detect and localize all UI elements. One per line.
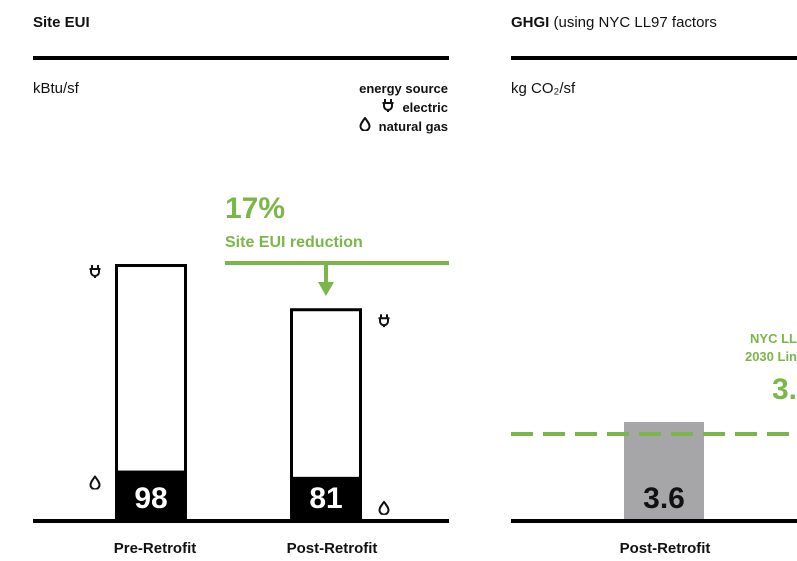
ghgi-category-label-post-retrofit: Post-Retrofit [619, 540, 711, 557]
site-eui-title: Site EUI [33, 14, 90, 31]
energy-source-legend: energy source electric natural gas [300, 79, 448, 136]
bar-value-label: 81 [309, 482, 342, 515]
reduction-bracket-line [225, 261, 449, 265]
reduction-arrow-head [318, 282, 334, 296]
site-eui-baseline [33, 519, 449, 523]
legend-item-natural-gas: natural gas [300, 116, 448, 136]
bar-gas-post-retrofit [290, 476, 362, 519]
flame-icon [89, 475, 101, 490]
reduction-arrow-shaft [324, 263, 328, 285]
plug-icon [377, 313, 391, 328]
site-eui-plot: 98 81 17% Site EUI reduction [33, 192, 449, 523]
legend-electric-label: electric [402, 100, 448, 115]
ghgi-bar-value-label: 3.6 [643, 482, 685, 515]
ghgi-baseline [511, 519, 797, 523]
ghgi-title-bold: GHGI [511, 14, 550, 31]
site-eui-unit-label: kBtu/sf [33, 80, 79, 97]
ghgi-limit-label-line2: 2030 Lin [745, 349, 797, 364]
legend-natural-gas-label: natural gas [378, 119, 448, 134]
ghgi-unit-label: kg CO₂/sf [511, 80, 576, 97]
bar-value-label: 98 [134, 482, 167, 515]
reduction-percent: 17% [225, 192, 285, 225]
ghgi-top-rule [511, 56, 797, 60]
category-label-post-retrofit: Post-Retrofit [286, 540, 378, 557]
ghgi-limit-value: 3. [772, 373, 797, 406]
ghgi-limit-label-line1: NYC LL [750, 331, 797, 346]
ghgi-title: GHGI (using NYC LL97 factors [511, 14, 717, 31]
plug-icon [380, 98, 396, 117]
bar-gas-pre-retrofit [115, 470, 187, 519]
flame-icon [357, 116, 373, 136]
category-label-pre-retrofit: Pre-Retrofit [113, 540, 197, 557]
ghgi-bar-post-retrofit [624, 422, 704, 519]
ghgi-plot: 3.6 NYC LL 2030 Lin 3. [511, 331, 797, 523]
site-eui-top-rule [33, 56, 449, 60]
plug-icon [88, 264, 102, 278]
reduction-label: Site EUI reduction [225, 234, 363, 251]
flame-icon [378, 500, 390, 515]
ghgi-title-rest: (using NYC LL97 factors [549, 14, 717, 31]
legend-item-electric: electric [300, 98, 448, 117]
legend-title: energy source [359, 81, 448, 96]
